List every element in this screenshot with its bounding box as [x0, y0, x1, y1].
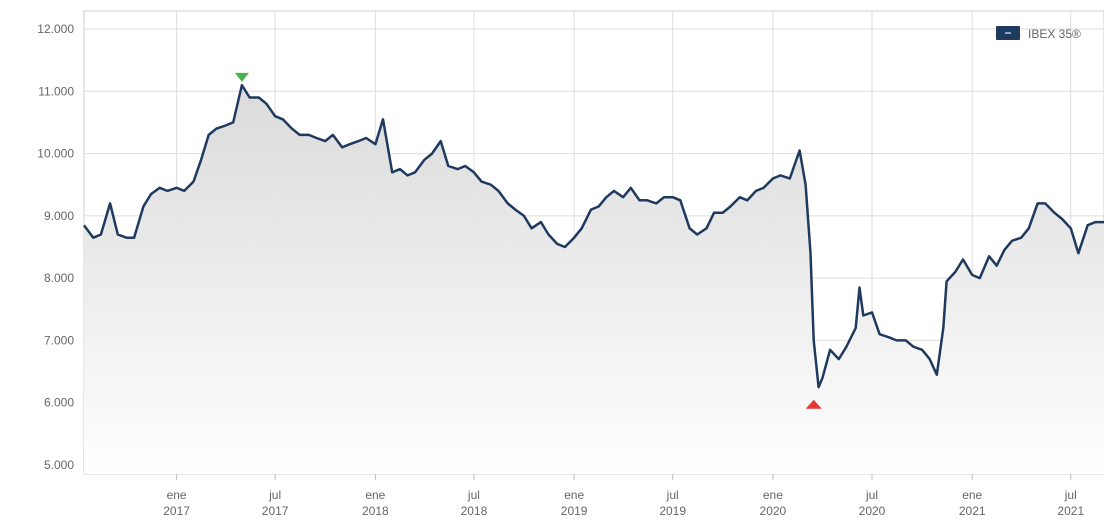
x-tick-label-month: jul [467, 488, 480, 502]
legend-swatch-inner [1005, 32, 1011, 34]
x-tick-label-month: ene [167, 488, 187, 502]
series-area [84, 85, 1104, 474]
y-tick-label: 9.000 [44, 209, 74, 223]
x-tick-label-year: 2019 [561, 504, 588, 518]
max-marker-icon [234, 72, 249, 82]
x-tick-label-month: jul [865, 488, 878, 502]
x-tick-label-month: jul [1064, 488, 1077, 502]
x-tick-label-month: ene [365, 488, 385, 502]
x-tick-label-year: 2021 [1057, 504, 1084, 518]
x-tick-label-year: 2019 [659, 504, 686, 518]
y-tick-label: 7.000 [44, 333, 74, 347]
x-tick-label-year: 2021 [959, 504, 986, 518]
x-tick-label-year: 2017 [163, 504, 190, 518]
x-tick-label-month: jul [666, 488, 679, 502]
area-layer [84, 85, 1104, 474]
legend-label[interactable]: IBEX 35® [1028, 27, 1081, 41]
x-tick-label-month: ene [962, 488, 982, 502]
y-tick-label: 6.000 [44, 396, 74, 410]
series-line[interactable] [82, 83, 1104, 389]
x-tick-label-year: 2018 [362, 504, 389, 518]
x-tick-label-year: 2020 [760, 504, 787, 518]
x-tick-label-month: ene [564, 488, 584, 502]
y-tick-label: 10.000 [37, 147, 74, 161]
x-tick-label-year: 2017 [262, 504, 289, 518]
x-tick-label-year: 2020 [859, 504, 886, 518]
y-tick-label: 11.000 [38, 84, 74, 98]
legend[interactable]: IBEX 35® [996, 26, 1081, 41]
marker-layer [234, 72, 822, 409]
min-marker-icon [805, 399, 822, 409]
x-tick-label-year: 2018 [461, 504, 488, 518]
y-tick-label: 8.000 [44, 271, 74, 285]
y-axis: 12.000 11.000 10.000 9.000 8.000 7.000 6.000 5.… [37, 22, 74, 472]
line-layer [82, 83, 1104, 389]
y-tick-label: 12.000 [37, 22, 74, 36]
x-tick-label-month: jul [268, 488, 281, 502]
x-axis: ene 2017 jul 2017 ene 2018 jul 2018 ene 2019 jul 20… [163, 474, 1084, 518]
x-tick-label-month: ene [763, 488, 783, 502]
y-tick-label: 5.000 [44, 458, 74, 472]
